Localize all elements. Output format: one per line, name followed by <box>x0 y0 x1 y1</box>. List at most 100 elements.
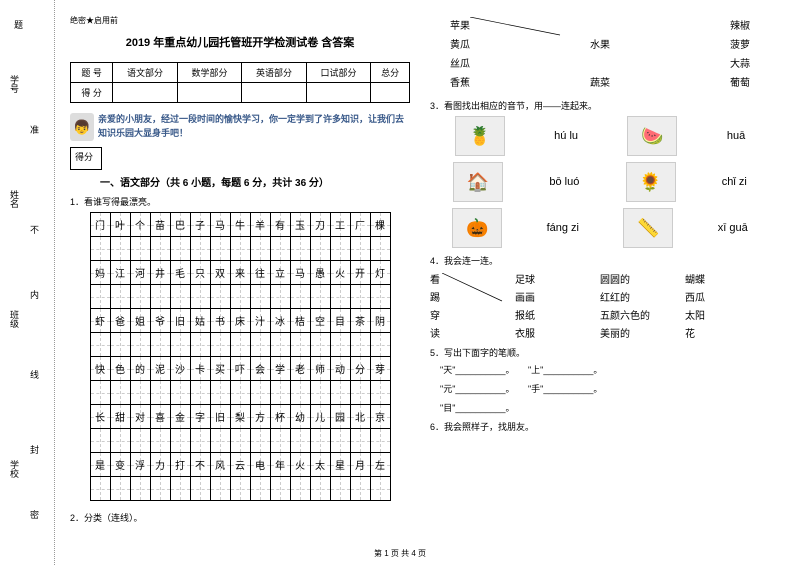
grid-cell: 马 <box>210 213 230 237</box>
grid-cell <box>330 285 350 309</box>
grid-cell <box>350 477 370 501</box>
td <box>113 83 178 103</box>
grid-cell: 买 <box>210 357 230 381</box>
grid-cell: 叶 <box>110 213 130 237</box>
grid-cell: 吓 <box>230 357 250 381</box>
page-footer: 第 1 页 共 4 页 <box>374 548 426 559</box>
grid-cell <box>310 429 330 453</box>
grid-cell: 儿 <box>310 405 330 429</box>
grid-cell <box>310 285 330 309</box>
pinyin-label: hú lu <box>554 130 578 142</box>
grid-cell <box>350 381 370 405</box>
grid-cell: 长 <box>90 405 110 429</box>
th: 题 号 <box>71 63 113 83</box>
grid-cell <box>330 477 350 501</box>
grid-cell <box>310 237 330 261</box>
m4: 花 <box>685 325 770 340</box>
gutter-label: 线 <box>28 370 41 379</box>
pinyin-label: xī guā <box>718 222 748 234</box>
grid-cell <box>250 477 270 501</box>
grid-cell: 学 <box>270 357 290 381</box>
grid-cell <box>150 285 170 309</box>
grid-cell <box>210 285 230 309</box>
grid-cell: 是 <box>90 453 110 477</box>
grid-cell: 虾 <box>90 309 110 333</box>
grid-cell: 厂 <box>350 213 370 237</box>
grid-cell <box>170 285 190 309</box>
grid-cell: 变 <box>110 453 130 477</box>
intro-block: 👦 亲爱的小朋友，经过一段时间的愉快学习，你一定学到了许多知识，让我们去知识乐园… <box>70 113 410 141</box>
grid-cell: 浮 <box>130 453 150 477</box>
pinyin-label: huā <box>727 130 745 142</box>
grid-cell: 卡 <box>190 357 210 381</box>
grid-cell <box>110 429 130 453</box>
grid-row: 是变浮力打不风云电年火太星月左 <box>90 453 390 477</box>
q2-matching: 苹果辣椒 黄瓜水果菠萝 丝瓜大蒜 香蕉蔬菜葡萄 <box>430 15 770 91</box>
grid-cell: 目 <box>330 309 350 333</box>
grid-cell <box>190 285 210 309</box>
grid-cell <box>350 285 370 309</box>
grid-cell <box>250 429 270 453</box>
grid-cell: 字 <box>190 405 210 429</box>
pinyin-label: chǐ zi <box>722 176 747 188</box>
grid-cell: 左 <box>370 453 390 477</box>
grid-cell <box>250 285 270 309</box>
grid-cell: 园 <box>330 405 350 429</box>
grid-cell <box>190 381 210 405</box>
td <box>177 83 242 103</box>
grid-cell: 老 <box>290 357 310 381</box>
grid-cell <box>170 381 190 405</box>
table-row: 题 号 语文部分 数学部分 英语部分 口试部分 总分 <box>71 63 410 83</box>
flower-image: 🌻 <box>626 162 676 202</box>
grid-cell <box>110 237 130 261</box>
gutter-label: 密 <box>28 510 41 519</box>
grid-cell: 门 <box>90 213 110 237</box>
th: 总分 <box>371 63 410 83</box>
grid-cell <box>230 333 250 357</box>
grid-cell <box>290 333 310 357</box>
pinyin-label: fáng zi <box>547 222 579 234</box>
grid-row: 快色的泥沙卡买吓会学老师动分芽 <box>90 357 390 381</box>
grid-cell: 个 <box>130 213 150 237</box>
grid-cell <box>250 381 270 405</box>
grid-cell: 旧 <box>170 309 190 333</box>
stroke-line: "天"__________。 "上"__________。 <box>430 363 770 376</box>
grid-cell: 牛 <box>230 213 250 237</box>
grid-cell: 月 <box>350 453 370 477</box>
grid-cell <box>110 381 130 405</box>
grid-cell: 力 <box>150 453 170 477</box>
grid-cell <box>130 333 150 357</box>
match-item: 黄瓜 <box>450 36 470 51</box>
section-title: 一、语文部分（共 6 小题，每题 6 分，共计 36 分） <box>100 174 410 189</box>
grid-cell <box>270 237 290 261</box>
th: 英语部分 <box>242 63 307 83</box>
grid-cell <box>90 381 110 405</box>
grid-cell: 的 <box>130 357 150 381</box>
m4: 看 <box>430 271 515 286</box>
grid-cell: 有 <box>270 213 290 237</box>
grid-cell <box>190 429 210 453</box>
intro-text: 亲爱的小朋友，经过一段时间的愉快学习，你一定学到了许多知识，让我们去知识乐园大显… <box>98 113 410 140</box>
grid-cell <box>170 477 190 501</box>
gutter-label: 封 <box>28 445 41 454</box>
gutter-label: 班级 <box>8 310 21 328</box>
match-item: 苹果 <box>450 17 470 32</box>
pinyin-label: bō luó <box>549 176 579 188</box>
grid-cell: 电 <box>250 453 270 477</box>
question-label: 2．分类（连线）。 <box>70 511 410 524</box>
grid-cell <box>370 285 390 309</box>
grid-cell: 阴 <box>370 309 390 333</box>
grid-cell: 对 <box>130 405 150 429</box>
grid-cell: 姑 <box>190 309 210 333</box>
grid-cell <box>370 381 390 405</box>
grid-cell: 开 <box>350 261 370 285</box>
grid-cell <box>370 333 390 357</box>
grid-cell: 来 <box>230 261 250 285</box>
match-item: 丝瓜 <box>450 55 470 70</box>
gourd-image: 🎃 <box>452 208 502 248</box>
grid-cell: 汁 <box>250 309 270 333</box>
grid-cell: 井 <box>150 261 170 285</box>
grid-cell: 甜 <box>110 405 130 429</box>
grid-row: 虾爸姐爷旧姑书床汁冰桔空目茶阴 <box>90 309 390 333</box>
stroke-item: "上"__________。 <box>528 365 602 375</box>
